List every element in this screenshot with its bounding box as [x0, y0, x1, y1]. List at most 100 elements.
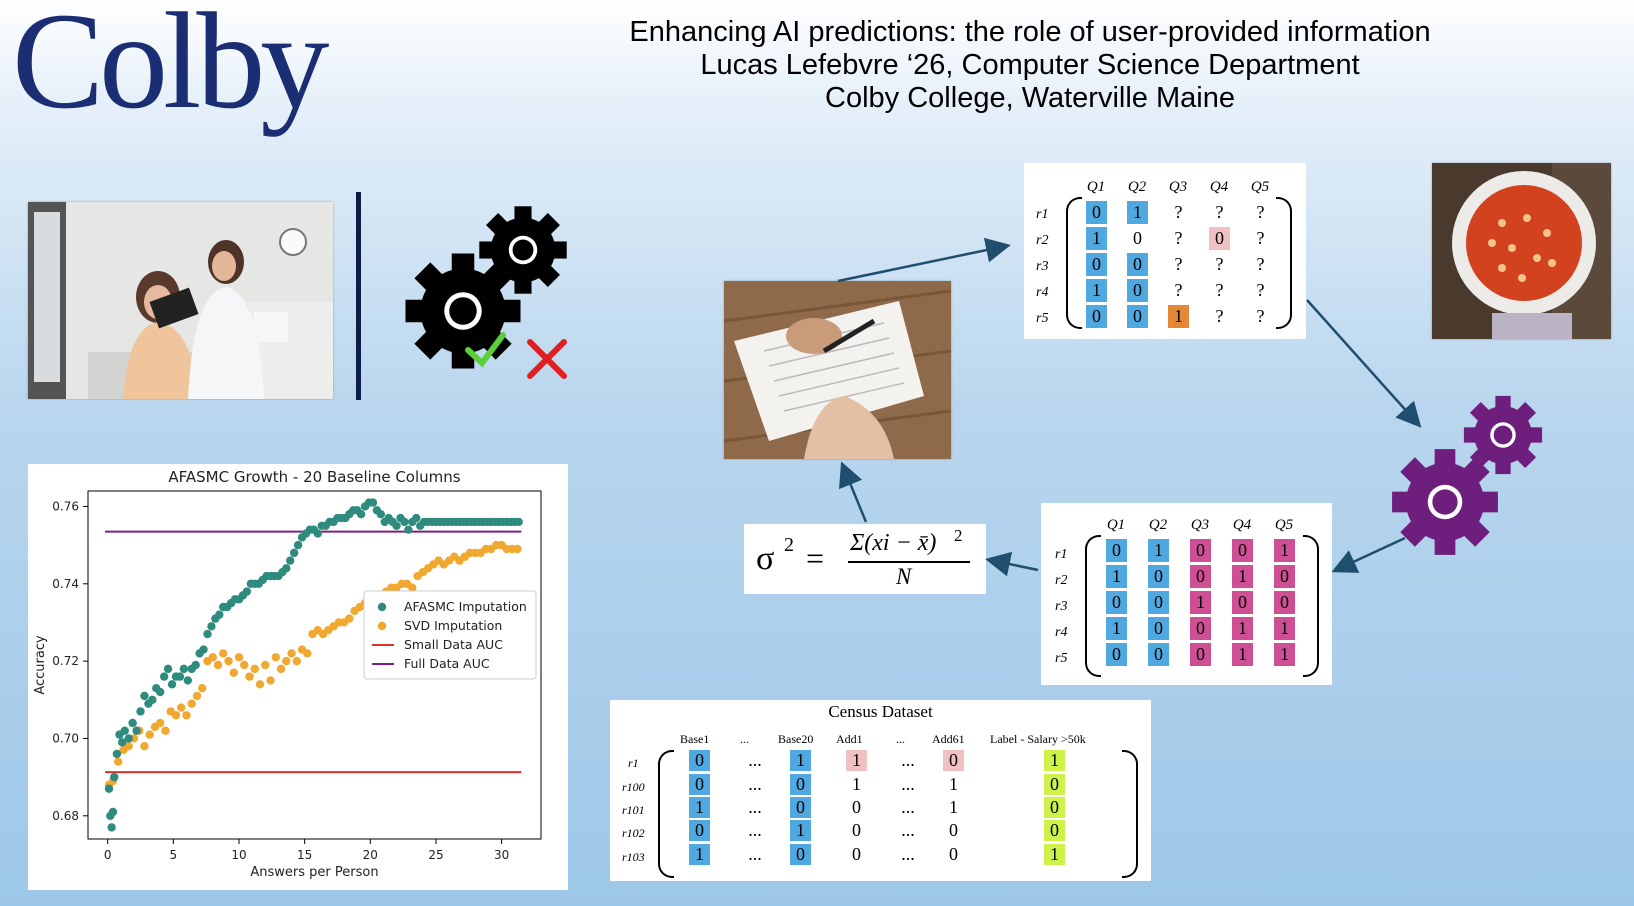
y-tick-label: 0.72	[52, 654, 79, 668]
point-afasmc-imputation	[215, 610, 224, 619]
matrix-cell: ?	[1256, 280, 1265, 300]
x-tick-label: 25	[428, 848, 443, 862]
census-header: ...	[740, 732, 749, 746]
point-afasmc-imputation	[207, 622, 216, 631]
author-line: Lucas Lefebvre ‘26, Computer Science Dep…	[700, 49, 1360, 81]
x-tick-label: 20	[363, 848, 378, 862]
point-afasmc-imputation	[108, 807, 118, 817]
check-icon	[465, 332, 506, 368]
census-cell: 0	[852, 844, 861, 864]
matrix-cell: ?	[1256, 228, 1265, 248]
matrix-cell: 1	[1232, 617, 1253, 640]
legend-label: Full Data AUC	[404, 656, 490, 671]
x-tick-label: 0	[104, 848, 112, 862]
row-label: r1	[1036, 207, 1049, 222]
point-svd-imputation	[408, 583, 417, 592]
point-afasmc-imputation	[136, 707, 145, 716]
gear-icon	[1392, 395, 1543, 555]
writing-photo	[724, 281, 951, 459]
point-svd-imputation	[513, 544, 522, 554]
legend-label: Small Data AUC	[404, 637, 503, 652]
census-cell: 0	[852, 820, 861, 840]
census-cell: 0	[949, 844, 958, 864]
matrix-cell: ?	[1256, 202, 1265, 222]
matrix-cell: 1	[1106, 617, 1127, 640]
matrix-cell: 0	[1133, 228, 1142, 248]
point-afasmc-imputation	[293, 540, 303, 550]
point-afasmc-imputation	[191, 660, 200, 670]
arrow-to-gears	[1306, 299, 1422, 428]
census-cell: 0	[949, 820, 958, 840]
point-svd-imputation	[156, 718, 165, 728]
point-afasmc-imputation	[124, 734, 133, 743]
census-cell: ...	[748, 844, 762, 864]
col-header: Q1	[1086, 179, 1106, 195]
matrix-cell: 0	[1190, 565, 1211, 588]
row-label: r5	[1055, 651, 1068, 666]
matrix-cell: 1	[1232, 643, 1253, 666]
point-afasmc-imputation	[376, 510, 386, 519]
census-cell: 1	[949, 797, 958, 817]
legend-marker	[377, 602, 387, 612]
matrix-cell: 0	[1148, 617, 1169, 640]
formula-denominator: N	[896, 564, 912, 589]
census-cell: 1	[852, 774, 861, 794]
point-afasmc-imputation	[110, 772, 119, 782]
point-svd-imputation	[124, 742, 133, 751]
matrix-cell: ?	[1256, 306, 1265, 326]
matrix-cell: 1	[1106, 565, 1127, 588]
point-svd-imputation	[192, 691, 202, 701]
row-label: r4	[1055, 625, 1068, 640]
point-svd-imputation	[219, 649, 228, 658]
point-afasmc-imputation	[392, 521, 401, 530]
row-label: r101	[622, 803, 645, 817]
census-cell: 0	[852, 797, 861, 817]
census-cell: 1	[949, 774, 958, 794]
point-afasmc-imputation	[404, 525, 413, 534]
legend-marker	[377, 621, 387, 631]
matrix-cell: 1	[1274, 539, 1295, 562]
census-cell: 1	[790, 750, 811, 771]
col-header: Q5	[1274, 517, 1294, 533]
institution-line: Colby College, Waterville Maine	[825, 82, 1235, 114]
formula-equals: =	[806, 540, 825, 576]
census-cell: ...	[901, 820, 915, 840]
census-header: Add61	[932, 732, 965, 746]
arrow-to-formula	[985, 551, 1039, 577]
chart-title: AFASMC Growth - 20 Baseline Columns	[168, 468, 460, 486]
point-svd-imputation	[303, 649, 312, 658]
point-svd-imputation	[213, 660, 223, 670]
point-afasmc-imputation	[148, 695, 157, 704]
matrix-cell: 0	[1190, 643, 1211, 666]
point-afasmc-imputation	[167, 680, 177, 689]
census-header: Add1	[836, 732, 863, 746]
row-label: r3	[1055, 599, 1068, 614]
point-afasmc-imputation	[400, 517, 409, 527]
point-svd-imputation	[345, 614, 354, 623]
point-afasmc-imputation	[159, 672, 169, 681]
y-axis-label: Accuracy	[33, 635, 48, 695]
census-cell: 0	[689, 750, 710, 771]
point-svd-imputation	[292, 656, 301, 666]
col-header: Q1	[1106, 517, 1126, 533]
census-cell: 0	[790, 797, 811, 818]
point-svd-imputation	[208, 653, 217, 662]
row-label: r4	[1036, 285, 1049, 300]
census-header: Base1	[680, 732, 710, 746]
matrix-cell: 1	[1086, 279, 1107, 302]
point-afasmc-imputation	[289, 548, 299, 558]
formula-sigma: σ	[756, 540, 775, 577]
x-tick-label: 15	[297, 848, 312, 862]
matrix-cell: 1	[1274, 617, 1295, 640]
accuracy-chart: AFASMC Growth - 20 Baseline Columns 0 5 10 1…	[28, 464, 568, 890]
matrix-cell: ?	[1215, 306, 1224, 326]
point-svd-imputation	[250, 664, 259, 674]
census-cell: 0	[943, 750, 964, 771]
matrix-cell: ?	[1215, 202, 1224, 222]
vertical-divider	[356, 192, 361, 400]
formula-exponent: 2	[784, 534, 794, 556]
cross-icon	[527, 339, 567, 379]
arrow-to-writing	[839, 461, 868, 523]
col-header: Q4	[1232, 517, 1252, 533]
matrix-cell: ?	[1215, 254, 1224, 274]
